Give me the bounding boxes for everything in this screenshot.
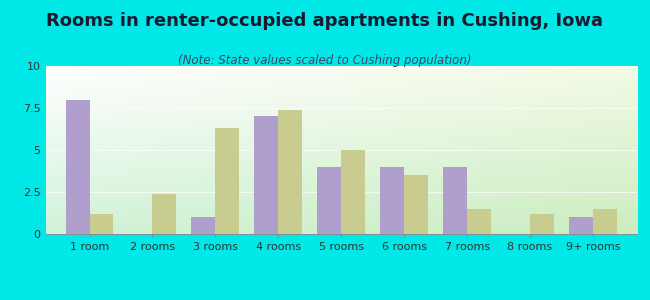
Bar bbox=[593, 209, 617, 234]
Bar bbox=[380, 167, 404, 234]
Bar bbox=[530, 214, 554, 234]
Text: (Note: State values scaled to Cushing population): (Note: State values scaled to Cushing po… bbox=[178, 54, 472, 67]
Bar bbox=[317, 167, 341, 234]
Bar bbox=[467, 209, 491, 234]
Bar bbox=[341, 150, 365, 234]
Bar bbox=[569, 217, 593, 234]
Bar bbox=[192, 217, 215, 234]
Bar bbox=[443, 167, 467, 234]
Bar bbox=[278, 110, 302, 234]
Bar bbox=[215, 128, 239, 234]
Bar bbox=[153, 194, 176, 234]
Bar bbox=[404, 175, 428, 234]
Bar bbox=[66, 100, 90, 234]
Text: Rooms in renter-occupied apartments in Cushing, Iowa: Rooms in renter-occupied apartments in C… bbox=[47, 12, 603, 30]
Bar bbox=[254, 116, 278, 234]
Bar bbox=[90, 214, 114, 234]
